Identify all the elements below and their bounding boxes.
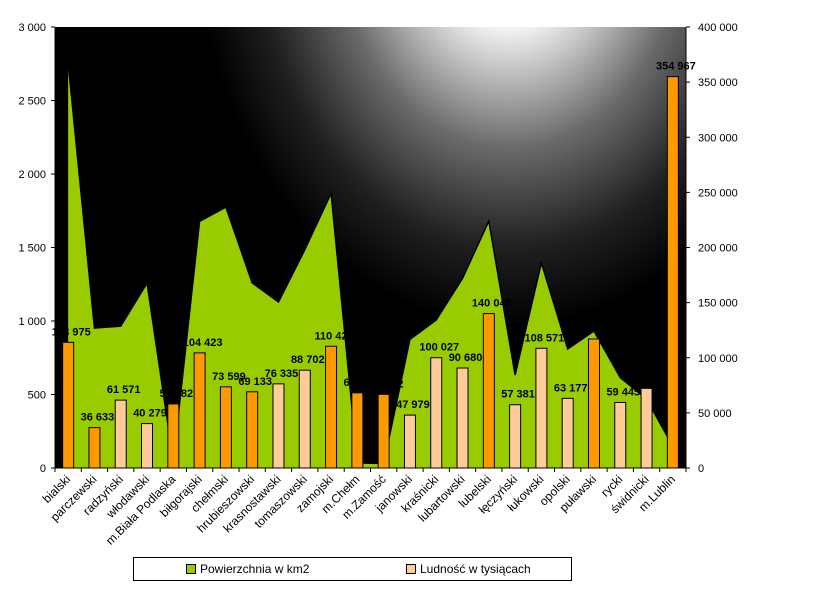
data-label: 100 027: [419, 342, 459, 354]
bar-20: [561, 397, 574, 469]
y-right-tick-label: 200 000: [698, 243, 738, 255]
bar-16: [456, 367, 469, 469]
data-label: 73 599: [212, 371, 246, 383]
legend-label-bars: Ludność w tysiącach: [420, 562, 531, 576]
y-right-tick-label: 400 000: [698, 22, 738, 34]
bar-1: [62, 341, 75, 469]
y-left-tick-label: 2 500: [18, 96, 46, 108]
data-label: 108 571: [525, 332, 565, 344]
data-label: 69 133: [238, 376, 272, 388]
legend-swatch-area: [186, 564, 196, 574]
data-label: 61 571: [107, 384, 141, 396]
bar-13: [377, 393, 390, 469]
data-label: 72 206: [633, 372, 667, 384]
data-label: 47 979: [396, 399, 430, 411]
y-right-tick-label: 300 000: [698, 132, 738, 144]
legend-label-area: Powierzchnia w km2: [200, 562, 310, 576]
bar-8: [246, 391, 259, 469]
y-right-tick-label: 0: [698, 463, 704, 475]
y-right-tick-label: 350 000: [698, 77, 738, 89]
bar-3: [114, 399, 127, 469]
legend-swatch-bars: [406, 564, 416, 574]
bar-6: [193, 352, 206, 469]
data-label: 57 381: [501, 389, 535, 401]
bar-7: [219, 386, 232, 469]
y-right-tick-label: 100 000: [698, 353, 738, 365]
bar-12: [351, 392, 364, 469]
data-label: 76 335: [265, 368, 299, 380]
bar-18: [509, 404, 522, 469]
area-series-powierzchnia: [68, 63, 673, 469]
bar-21: [587, 338, 600, 469]
bar-4: [141, 423, 154, 469]
y-left-tick-label: 3 000: [18, 22, 46, 34]
y-left-tick-label: 2 000: [18, 169, 46, 181]
y-right-tick-label: 50 000: [698, 408, 732, 420]
data-label: 113 975: [52, 326, 91, 338]
y-left-tick-label: 500: [28, 390, 46, 402]
data-label: 88 702: [291, 354, 325, 366]
legend-item-bars: Ludność w tysiącach: [406, 562, 531, 576]
data-label: 63 177: [554, 382, 588, 394]
y-right-tick-label: 150 000: [698, 298, 738, 310]
bar-2: [88, 427, 101, 469]
data-label: 354 967: [656, 61, 696, 73]
data-label: 58 082: [159, 388, 193, 400]
data-label: 66 802: [370, 378, 404, 390]
data-label: 110 423: [314, 330, 353, 342]
data-label: 36 633: [81, 412, 115, 424]
data-label: 59 445: [606, 386, 640, 398]
bar-9: [272, 383, 285, 469]
data-label: 117 019: [577, 323, 616, 335]
y-left-tick-label: 1 000: [18, 316, 46, 328]
bar-15: [430, 357, 443, 469]
y-left-tick-label: 0: [40, 463, 46, 475]
y-right-tick-label: 250 000: [698, 187, 738, 199]
data-label: 140 048: [472, 298, 512, 310]
bar-14: [403, 414, 416, 469]
bar-23: [640, 387, 653, 469]
y-left-tick-label: 1 500: [18, 243, 46, 255]
bar-19: [535, 347, 548, 469]
bar-10: [298, 369, 311, 469]
bar-17: [482, 313, 495, 469]
data-label: 40 279: [133, 408, 167, 420]
bar-11: [325, 345, 338, 469]
data-label: 104 423: [183, 337, 223, 349]
legend-item-area: Powierzchnia w km2: [186, 562, 309, 576]
bar-5: [167, 403, 180, 469]
data-label: 68 166: [344, 377, 378, 389]
data-label: 90 680: [449, 352, 483, 364]
bar-24: [666, 76, 679, 469]
bar-22: [614, 401, 627, 469]
legend: Powierzchnia w km2 Ludność w tysiącach: [133, 557, 572, 581]
